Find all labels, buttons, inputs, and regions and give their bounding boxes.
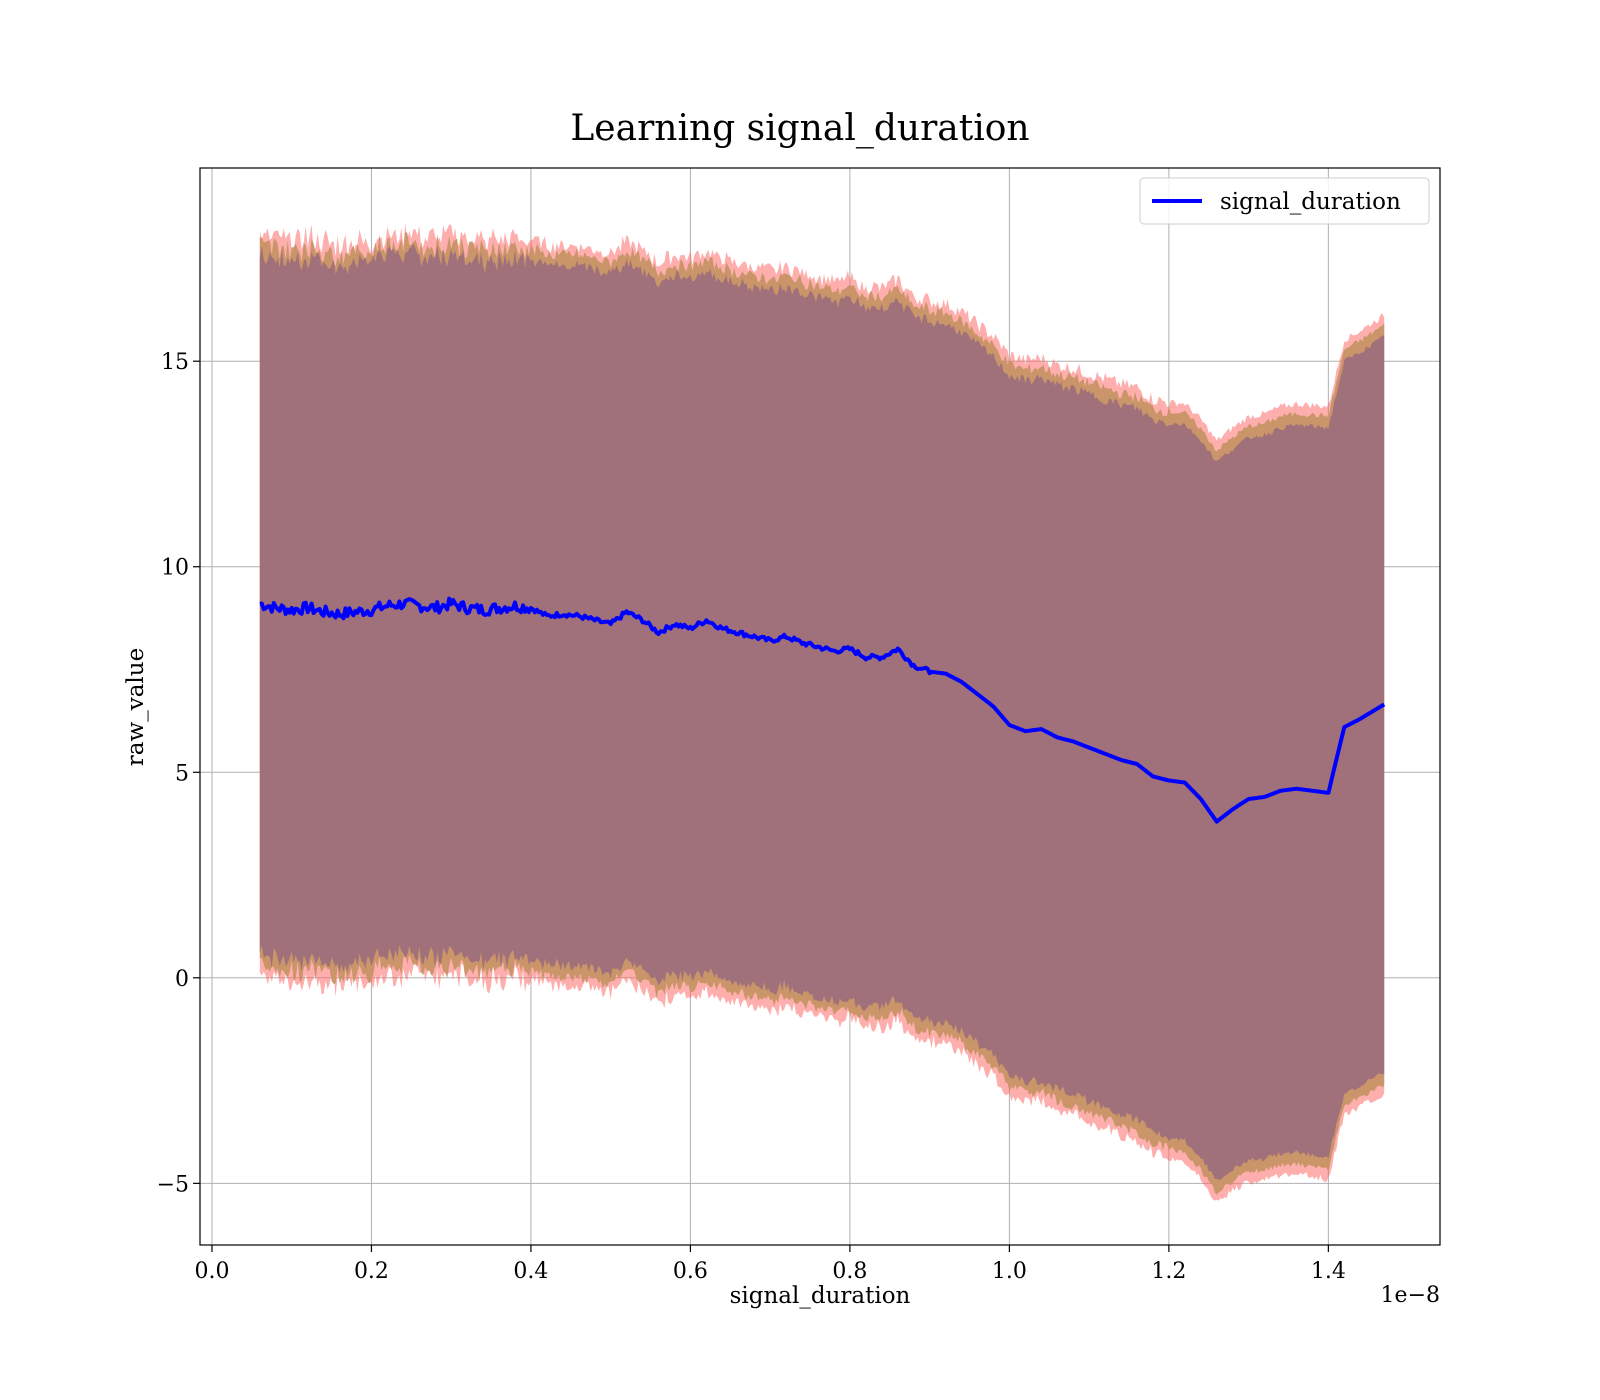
legend: signal_duration [1139,177,1430,225]
plot-area [199,167,1441,1246]
y-tick-label: 10 [161,556,189,581]
band-inner [259,243,1385,1180]
legend-box [1139,177,1430,225]
x-tick-label: 1.4 [1311,1259,1346,1284]
y-axis-label: raw_value [123,648,149,766]
x-axis-ticks: 0.0 0.2 0.4 0.6 0.8 1.0 1.2 1.4 [194,1245,1346,1284]
y-tick-label: 0 [175,967,189,992]
series-line-signal-duration [259,596,1386,824]
x-tick-label: 0.0 [194,1259,229,1284]
series-lines [259,596,1386,824]
x-tick-label: 0.6 [673,1259,708,1284]
x-tick-label: 0.2 [354,1259,389,1284]
y-tick-label: 5 [175,761,189,786]
y-axis-ticks: −5 0 5 10 15 [157,350,200,1197]
y-tick-label: 15 [161,350,189,375]
x-tick-label: 1.2 [1151,1259,1186,1284]
y-tick-label: −5 [157,1172,189,1197]
confidence-bands [259,223,1385,1201]
legend-label-signal-duration: signal_duration [1220,189,1401,215]
chart-title: Learning signal_duration [570,108,1029,149]
x-tick-label: 1.0 [992,1259,1027,1284]
x-tick-label: 0.8 [832,1259,867,1284]
x-axis-offset-label: 1e−8 [1381,1283,1440,1308]
x-tick-label: 0.4 [513,1259,548,1284]
x-axis-label: signal_duration [730,1283,911,1309]
axes-frame [199,167,1441,1246]
